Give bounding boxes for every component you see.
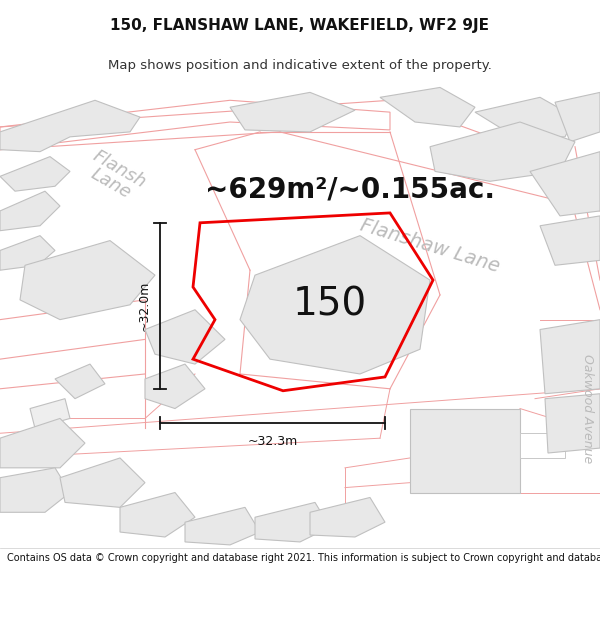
- Polygon shape: [145, 310, 225, 364]
- Polygon shape: [185, 508, 260, 545]
- Polygon shape: [540, 216, 600, 265]
- Polygon shape: [30, 399, 70, 428]
- Polygon shape: [0, 468, 70, 512]
- Polygon shape: [0, 418, 85, 468]
- Text: ~32.0m: ~32.0m: [138, 281, 151, 331]
- Text: Contains OS data © Crown copyright and database right 2021. This information is : Contains OS data © Crown copyright and d…: [7, 553, 600, 563]
- Polygon shape: [20, 241, 155, 319]
- Polygon shape: [55, 364, 105, 399]
- Text: Oakwood Avenue: Oakwood Avenue: [581, 354, 595, 463]
- Polygon shape: [0, 236, 55, 270]
- Polygon shape: [255, 503, 330, 542]
- Text: Flanshaw Lane: Flanshaw Lane: [358, 215, 502, 276]
- Polygon shape: [410, 409, 520, 492]
- Polygon shape: [555, 92, 600, 142]
- Polygon shape: [0, 100, 140, 152]
- Polygon shape: [545, 394, 600, 453]
- Polygon shape: [120, 492, 195, 537]
- Polygon shape: [145, 364, 205, 409]
- Polygon shape: [520, 433, 565, 458]
- Polygon shape: [540, 319, 600, 394]
- Text: Map shows position and indicative extent of the property.: Map shows position and indicative extent…: [108, 59, 492, 72]
- Polygon shape: [380, 88, 475, 127]
- Polygon shape: [0, 157, 70, 191]
- Polygon shape: [475, 98, 575, 137]
- Text: Flansh
Lane: Flansh Lane: [81, 147, 149, 206]
- Text: ~32.3m: ~32.3m: [247, 435, 298, 448]
- Polygon shape: [60, 458, 145, 508]
- Polygon shape: [230, 92, 355, 132]
- Polygon shape: [430, 122, 575, 181]
- Polygon shape: [0, 191, 60, 231]
- Text: 150: 150: [293, 286, 367, 324]
- Polygon shape: [240, 236, 430, 374]
- Polygon shape: [530, 152, 600, 216]
- Text: ~629m²/~0.155ac.: ~629m²/~0.155ac.: [205, 175, 495, 203]
- Text: 150, FLANSHAW LANE, WAKEFIELD, WF2 9JE: 150, FLANSHAW LANE, WAKEFIELD, WF2 9JE: [110, 18, 490, 33]
- Polygon shape: [310, 498, 385, 537]
